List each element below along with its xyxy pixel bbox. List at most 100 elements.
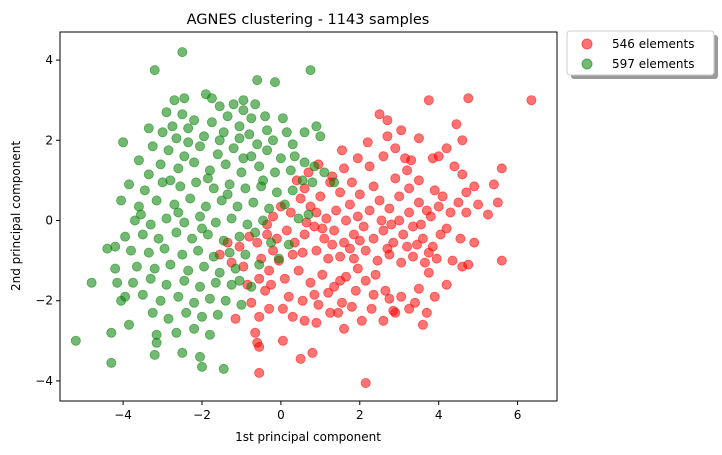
- data-point-series-1-62: [139, 185, 150, 196]
- data-point-series-0-22: [429, 185, 440, 196]
- data-point-series-1-153: [106, 357, 117, 368]
- data-point-series-1-24: [287, 139, 298, 150]
- data-point-series-1-135: [236, 299, 247, 310]
- data-point-series-0-105: [417, 233, 428, 244]
- data-point-series-0-53: [246, 297, 257, 308]
- data-point-series-0-192: [423, 247, 434, 258]
- data-point-series-1-138: [163, 313, 174, 324]
- data-point-series-0-165: [309, 289, 320, 300]
- data-point-series-1-44: [299, 157, 310, 168]
- data-point-series-1-143: [124, 319, 135, 330]
- data-point-series-1-85: [161, 213, 172, 224]
- data-point-series-1-89: [226, 213, 237, 224]
- x-tick-label: −4: [114, 408, 132, 422]
- data-point-series-0-175: [425, 211, 436, 222]
- data-point-series-0-28: [455, 233, 466, 244]
- data-point-series-1-103: [126, 245, 137, 256]
- data-point-series-0-157: [370, 269, 381, 280]
- data-point-series-1-110: [240, 249, 251, 260]
- data-point-series-0-18: [461, 187, 472, 198]
- data-point-series-0-117: [335, 187, 346, 198]
- data-point-series-0-166: [325, 307, 336, 318]
- data-point-series-1-136: [116, 295, 127, 306]
- data-point-series-0-149: [348, 253, 359, 264]
- data-point-series-1-171: [173, 207, 184, 218]
- data-point-series-1-17: [189, 115, 200, 126]
- data-point-series-0-140: [362, 137, 373, 148]
- data-point-series-1-122: [161, 279, 172, 290]
- data-point-series-1-113: [165, 259, 176, 270]
- data-point-series-1-133: [204, 293, 215, 304]
- data-point-series-0-81: [254, 273, 265, 284]
- data-point-series-1-37: [194, 141, 205, 152]
- data-point-series-0-153: [396, 257, 407, 268]
- data-point-series-0-173: [404, 207, 415, 218]
- data-point-series-0-160: [287, 249, 298, 260]
- data-point-series-1-148: [151, 337, 162, 348]
- data-point-series-1-114: [183, 265, 194, 276]
- chart-title: AGNES clustering - 1143 samples: [187, 12, 430, 28]
- data-point-series-0-52: [254, 311, 265, 322]
- data-point-series-1-12: [222, 111, 233, 122]
- data-point-series-1-55: [236, 167, 247, 178]
- data-point-series-1-48: [118, 137, 129, 148]
- x-axis-label: 1st principal component: [235, 430, 381, 444]
- data-point-series-0-146: [311, 245, 322, 256]
- data-point-series-1-97: [202, 229, 213, 240]
- data-point-series-1-91: [258, 215, 269, 226]
- data-point-series-1-146: [189, 323, 200, 334]
- data-point-series-1-42: [275, 153, 286, 164]
- data-point-series-0-142: [400, 153, 411, 164]
- data-point-series-0-174: [415, 219, 426, 230]
- data-point-series-1-151: [194, 351, 205, 362]
- data-point-series-0-111: [394, 191, 405, 202]
- data-point-series-1-161: [238, 153, 249, 164]
- data-point-series-0-156: [431, 253, 442, 264]
- y-tick-label: −4: [35, 374, 53, 388]
- legend-label-red: 546 elements: [612, 37, 694, 51]
- data-point-series-1-168: [222, 189, 233, 200]
- data-point-series-1-19: [262, 125, 273, 136]
- data-point-series-0-55: [230, 313, 241, 324]
- data-point-series-0-88: [252, 237, 263, 248]
- data-point-series-1-74: [151, 195, 162, 206]
- data-point-series-1-131: [173, 291, 184, 302]
- data-point-series-1-15: [250, 99, 261, 110]
- data-point-series-0-162: [265, 279, 276, 290]
- data-point-series-1-152: [70, 335, 81, 346]
- legend: 546 elements 597 elements: [566, 30, 718, 79]
- data-point-series-1-180: [277, 113, 288, 124]
- data-point-series-1-117: [230, 263, 241, 274]
- data-point-series-1-98: [218, 235, 229, 246]
- data-point-series-1-58: [285, 165, 296, 176]
- data-point-series-1-28: [218, 127, 229, 138]
- data-point-series-1-109: [224, 247, 235, 258]
- data-point-series-0-137: [368, 181, 379, 192]
- data-point-series-1-121: [145, 273, 156, 284]
- data-point-series-1-178: [183, 137, 194, 148]
- data-point-series-0-42: [409, 297, 420, 308]
- data-point-series-1-75: [169, 199, 180, 210]
- data-point-series-0-150: [360, 245, 371, 256]
- data-point-series-0-138: [390, 173, 401, 184]
- data-point-series-1-27: [234, 133, 245, 144]
- data-point-series-1-88: [210, 217, 221, 228]
- data-point-series-1-108: [208, 251, 219, 262]
- data-point-series-0-136: [346, 177, 357, 188]
- data-point-series-0-129: [352, 153, 363, 164]
- data-point-series-1-147: [204, 329, 215, 340]
- data-point-series-0-67: [378, 315, 389, 326]
- data-point-series-0-41: [380, 285, 391, 296]
- data-point-series-0-15: [496, 163, 507, 174]
- data-point-series-1-150: [177, 347, 188, 358]
- data-point-series-1-2: [305, 65, 316, 76]
- data-point-series-0-72: [340, 271, 351, 282]
- data-point-series-1-49: [133, 155, 144, 166]
- data-point-series-1-100: [250, 227, 261, 238]
- data-point-series-0-128: [338, 163, 349, 174]
- data-point-series-1-93: [137, 229, 148, 240]
- data-point-series-0-124: [267, 211, 278, 222]
- data-point-series-1-145: [171, 327, 182, 338]
- data-point-series-1-158: [265, 237, 276, 248]
- data-point-series-0-131: [378, 151, 389, 162]
